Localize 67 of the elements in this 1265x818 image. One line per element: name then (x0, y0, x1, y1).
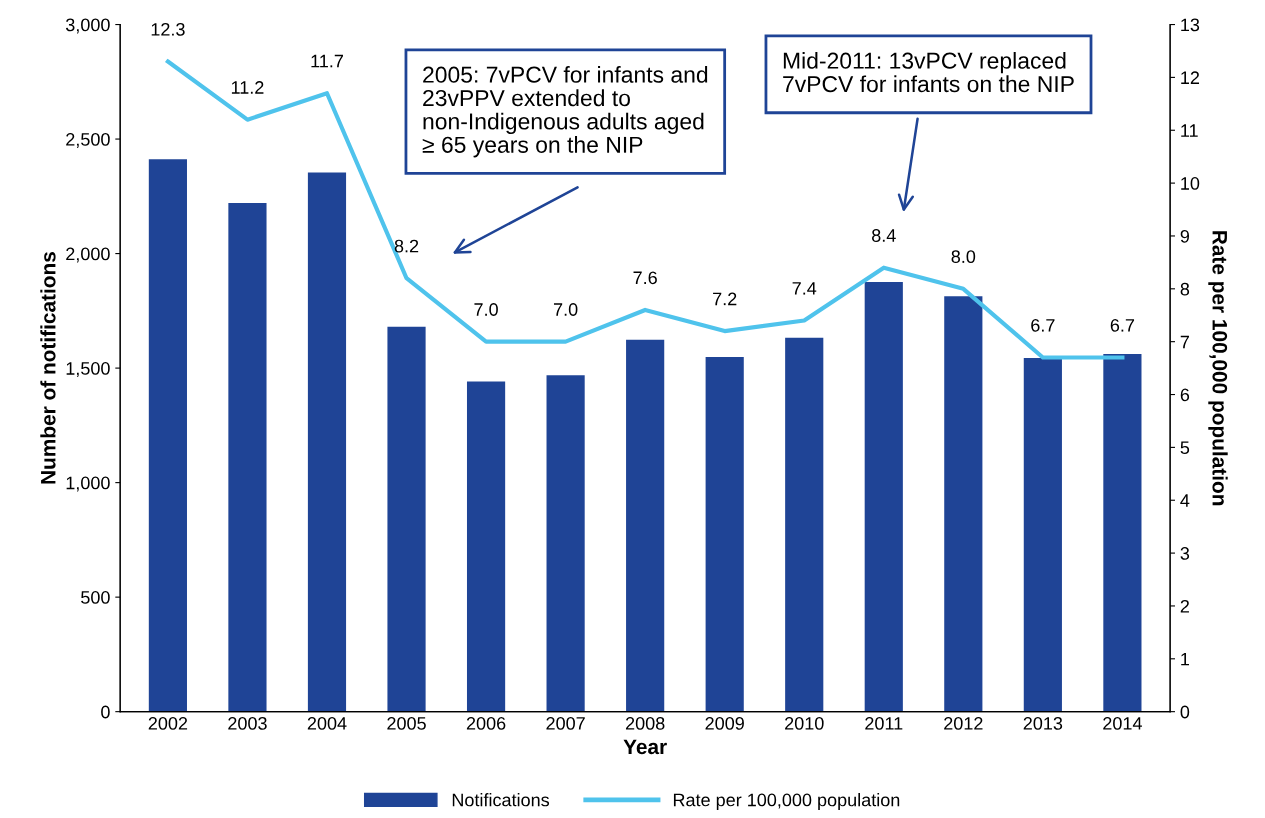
x-tick-label: 2008 (625, 717, 665, 730)
x-axis-title: Year (623, 739, 667, 755)
y-tick-label: 3,000 (65, 18, 110, 34)
data-label: 7.2 (713, 292, 737, 306)
bar (148, 159, 187, 712)
x-tick-label: 2005 (387, 717, 426, 730)
bar (705, 356, 744, 712)
x-tick-label: 2009 (705, 717, 744, 730)
bar (387, 326, 426, 712)
data-label: 8.2 (394, 239, 419, 253)
y2-tick-label: 5 (1180, 441, 1190, 455)
y2-tick-label: 2 (1180, 599, 1189, 613)
data-label: 7.6 (633, 271, 657, 285)
x-tick-label: 2007 (546, 717, 585, 730)
x-tick-label: 2003 (228, 717, 267, 730)
bar (944, 296, 983, 712)
bar (1023, 358, 1062, 712)
data-label: 12.3 (151, 22, 185, 36)
y-tick-label: 2,000 (66, 247, 110, 263)
x-tick-label: 2012 (944, 717, 983, 730)
bar (864, 281, 903, 712)
x-tick-label: 2002 (148, 717, 188, 730)
y2-tick-label: 12 (1181, 71, 1200, 84)
y2-tick-label: 6 (1180, 388, 1190, 402)
y2-tick-label: 8 (1180, 282, 1190, 296)
annotation: 2005: 7vPCV for infants and 23vPPV extended to non-Indigenous adults aged ≥ 65 years on the NIP (422, 66, 708, 158)
y2-tick-label: 7 (1180, 335, 1189, 349)
y-tick-label: 2,500 (66, 132, 110, 148)
y2-tick-label: 4 (1180, 494, 1190, 507)
y2-tick-label: 10 (1181, 177, 1200, 190)
data-label: 8.0 (951, 250, 976, 264)
x-tick-label: 2004 (307, 717, 347, 730)
y2-axis-title: Rate per 100,000 population (1208, 231, 1228, 506)
bar (1103, 353, 1142, 712)
data-label: 11.7 (311, 54, 343, 68)
annotation: Mid-2011: 13vPCV replaced 7vPCV for infants on the NIP (783, 52, 1074, 93)
bar (307, 172, 347, 712)
y-tick-label: 0 (101, 705, 110, 719)
data-label: 6.7 (1110, 318, 1135, 332)
legend-label: Rate per 100,000 population (673, 793, 900, 810)
x-tick-label: 2010 (785, 717, 824, 730)
bar (228, 202, 267, 712)
data-label: 7.4 (792, 282, 817, 295)
y-axis-title: Number of notifications (40, 252, 56, 484)
data-label: 6.7 (1031, 318, 1055, 332)
x-tick-label: 2011 (865, 717, 903, 730)
y-tick-label: 500 (81, 591, 110, 604)
x-tick-label: 2006 (466, 717, 506, 730)
data-label: 11.2 (231, 81, 264, 94)
data-label: 7.0 (474, 303, 498, 316)
y2-tick-label: 11 (1181, 124, 1198, 137)
x-tick-label: 2014 (1103, 717, 1142, 730)
y2-tick-label: 3 (1180, 547, 1190, 560)
bar (626, 339, 665, 712)
legend-label: Notifications (452, 793, 550, 807)
y-tick-label: 1,500 (66, 362, 110, 377)
data-label: 7.0 (553, 303, 578, 316)
y2-tick-label: 1 (1181, 652, 1190, 666)
y2-tick-label: 9 (1180, 229, 1190, 243)
bar (785, 337, 824, 712)
y2-tick-label: 13 (1181, 18, 1200, 32)
x-tick-label: 2013 (1023, 717, 1063, 730)
bar (546, 375, 585, 712)
data-label: 8.4 (872, 229, 896, 242)
y-tick-label: 1,000 (66, 476, 110, 492)
bar (466, 381, 506, 712)
y2-tick-label: 0 (1180, 705, 1190, 719)
